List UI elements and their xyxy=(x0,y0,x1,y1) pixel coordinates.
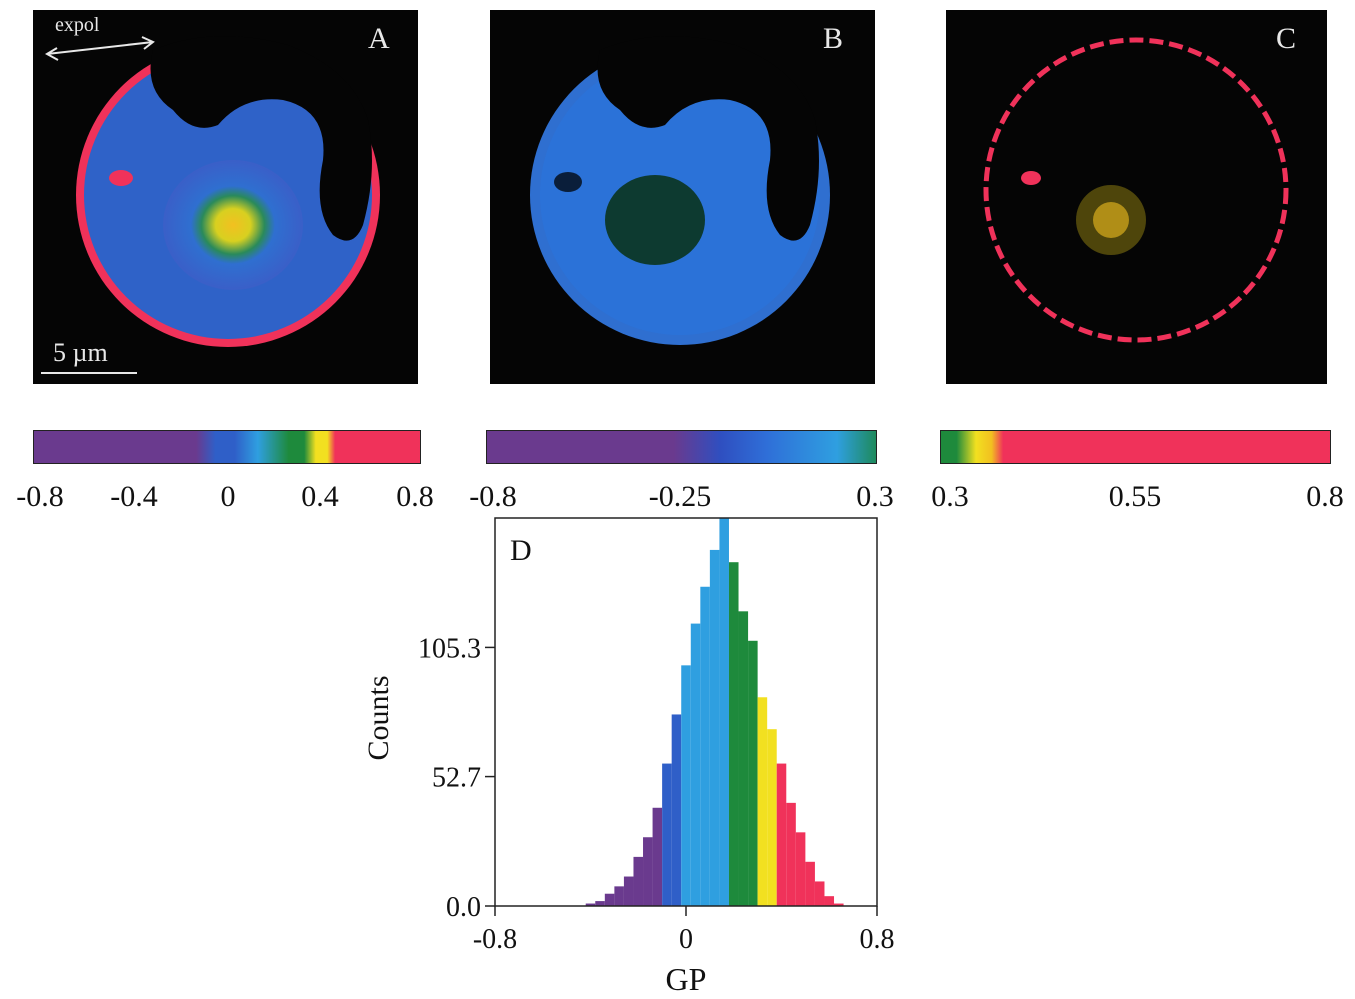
histogram-bar xyxy=(719,518,729,906)
histogram-bar xyxy=(643,837,653,906)
colorbar-b-tick: -0.25 xyxy=(648,480,712,513)
panel-label-c: C xyxy=(1276,22,1297,55)
histogram-bar xyxy=(595,901,605,906)
scale-bar-label: 5 µm xyxy=(53,338,108,367)
y-axis: 0.0 52.7 105.3 xyxy=(418,633,495,923)
panel-label-d: D xyxy=(510,534,532,567)
cell-image-b xyxy=(530,36,830,345)
cell-image-a xyxy=(76,36,380,347)
colorbar-a-tick: 0 xyxy=(220,480,236,513)
histogram-bar xyxy=(681,665,691,906)
colorbar-c-tick: 0.8 xyxy=(1306,480,1344,513)
panel-label-a: A xyxy=(368,22,390,55)
y-tick-label: 52.7 xyxy=(432,763,481,794)
colorbar-c-tick: 0.55 xyxy=(1108,480,1162,513)
x-tick-label: 0.8 xyxy=(860,924,895,955)
x-tick-label: -0.8 xyxy=(473,924,517,955)
colorbar-b-tick: -0.8 xyxy=(469,480,517,513)
x-tick-label: 0 xyxy=(679,924,693,955)
histogram-bar xyxy=(767,729,777,906)
colorbar-c xyxy=(940,430,1331,464)
colorbar-b-tick: 0.3 xyxy=(856,480,894,513)
colorbar-a-tick: -0.4 xyxy=(110,480,158,513)
histogram-bar xyxy=(814,881,825,906)
y-tick-label: 0.0 xyxy=(446,892,481,923)
colorbar-a-tick: 0.4 xyxy=(301,480,339,513)
histogram-bar xyxy=(623,876,634,906)
image-panel-b: B xyxy=(490,10,875,384)
histogram-bar xyxy=(652,807,663,906)
histogram-bar xyxy=(728,562,739,906)
histogram-bar xyxy=(662,763,672,906)
histogram-bar xyxy=(738,611,749,906)
histogram-bar xyxy=(614,886,624,906)
colorbar-a-tick: -0.8 xyxy=(16,480,64,513)
histogram-bar xyxy=(805,861,815,906)
histogram-bars xyxy=(585,518,844,906)
histogram-bar xyxy=(700,586,710,906)
histogram-bar xyxy=(776,763,787,906)
gp-histogram: D 0.0 52.7 105.3 -0.8 0 0.8 GP Counts xyxy=(362,517,895,997)
colorbar-a-tick: 0.8 xyxy=(396,480,434,513)
polarization-label: expol xyxy=(55,14,100,36)
histogram-bar xyxy=(834,903,844,906)
histogram-bar xyxy=(824,896,835,906)
histogram-bar xyxy=(709,549,720,906)
colorbar-a xyxy=(33,430,421,464)
histogram-bar xyxy=(671,714,682,906)
scale-bar xyxy=(41,372,137,374)
panel-label-b: B xyxy=(823,22,844,55)
histogram-bar xyxy=(795,832,806,906)
polarization-arrow-icon xyxy=(44,36,155,61)
y-axis-title: Counts xyxy=(362,675,395,760)
cell-image-c xyxy=(983,37,1289,343)
histogram-bar xyxy=(786,802,796,906)
colorbar-b xyxy=(486,430,877,464)
x-axis-title: GP xyxy=(666,961,707,997)
image-panel-a: A expol 5 µm xyxy=(33,10,418,384)
histogram-bar xyxy=(604,893,615,906)
histogram-bar xyxy=(748,640,758,906)
image-panel-c: C xyxy=(946,10,1327,384)
histogram-bar xyxy=(633,856,644,906)
x-axis: -0.8 0 0.8 xyxy=(473,906,895,955)
colorbar-c-tick: 0.3 xyxy=(931,480,969,513)
y-tick-label: 105.3 xyxy=(418,633,481,664)
histogram-bar xyxy=(585,903,596,906)
histogram-bar xyxy=(757,697,768,906)
histogram-bar xyxy=(690,623,701,906)
